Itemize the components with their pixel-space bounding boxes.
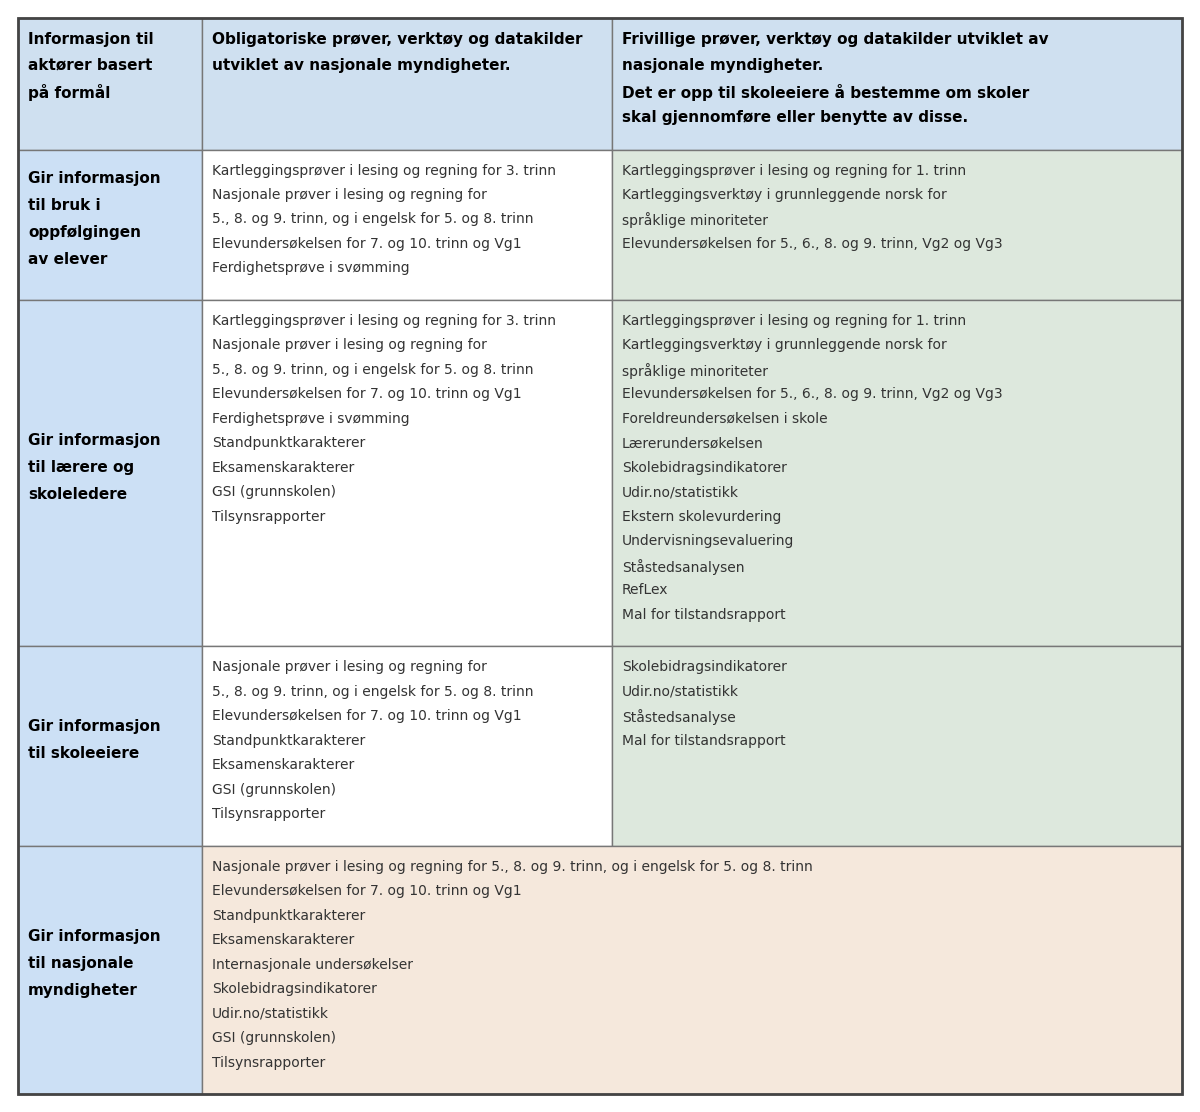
Text: Elevundersøkelsen for 7. og 10. trinn og Vg1: Elevundersøkelsen for 7. og 10. trinn og… (212, 237, 522, 251)
Text: 5., 8. og 9. trinn, og i engelsk for 5. og 8. trinn: 5., 8. og 9. trinn, og i engelsk for 5. … (212, 212, 534, 227)
Text: Nasjonale prøver i lesing og regning for: Nasjonale prøver i lesing og regning for (212, 338, 487, 353)
Text: skal gjennomføre eller benytte av disse.: skal gjennomføre eller benytte av disse. (622, 110, 967, 125)
Text: nasjonale myndigheter.: nasjonale myndigheter. (622, 58, 823, 73)
Text: Ekstern skolevurdering: Ekstern skolevurdering (622, 509, 781, 524)
Text: til skoleeiere: til skoleeiere (28, 746, 139, 761)
Bar (612, 18, 1182, 149)
Text: 5., 8. og 9. trinn, og i engelsk for 5. og 8. trinn: 5., 8. og 9. trinn, og i engelsk for 5. … (212, 363, 534, 377)
Text: Ferdighetsprøve i svømming: Ferdighetsprøve i svømming (212, 261, 409, 276)
Text: Eksamenskarakterer: Eksamenskarakterer (212, 758, 355, 772)
Text: Elevundersøkelsen for 5., 6., 8. og 9. trinn, Vg2 og Vg3: Elevundersøkelsen for 5., 6., 8. og 9. t… (622, 387, 1002, 401)
Text: Frivillige prøver, verktøy og datakilder utviklet av: Frivillige prøver, verktøy og datakilder… (622, 32, 1049, 47)
Bar (202, 845, 1182, 1094)
Text: RefLex: RefLex (622, 584, 668, 597)
Text: Kartleggingsprøver i lesing og regning for 1. trinn: Kartleggingsprøver i lesing og regning f… (622, 163, 966, 178)
Text: oppfølgingen: oppfølgingen (28, 225, 142, 240)
Text: Udir.no/statistikk: Udir.no/statistikk (212, 1006, 329, 1021)
Text: Skolebidragsindikatorer: Skolebidragsindikatorer (212, 982, 377, 996)
Bar (202, 18, 612, 149)
Text: Informasjon til: Informasjon til (28, 32, 154, 47)
Text: Ståstedsanalyse: Ståstedsanalyse (622, 709, 736, 725)
Text: Tilsynsrapporter: Tilsynsrapporter (212, 509, 325, 524)
Text: Eksamenskarakterer: Eksamenskarakterer (212, 933, 355, 947)
Text: Skolebidragsindikatorer: Skolebidragsindikatorer (622, 661, 786, 674)
Text: Gir informasjon: Gir informasjon (28, 433, 161, 448)
Text: Nasjonale prøver i lesing og regning for 5., 8. og 9. trinn, og i engelsk for 5.: Nasjonale prøver i lesing og regning for… (212, 860, 812, 874)
Text: på formål: på formål (28, 83, 110, 101)
Text: Det er opp til skoleeiere å bestemme om skoler: Det er opp til skoleeiere å bestemme om … (622, 83, 1028, 101)
Bar (18, 149, 202, 300)
Text: Gir informasjon: Gir informasjon (28, 930, 161, 944)
Text: Undervisningsevaluering: Undervisningsevaluering (622, 534, 794, 548)
Text: Elevundersøkelsen for 7. og 10. trinn og Vg1: Elevundersøkelsen for 7. og 10. trinn og… (212, 709, 522, 723)
Text: Nasjonale prøver i lesing og regning for: Nasjonale prøver i lesing og regning for (212, 661, 487, 674)
Bar (18, 18, 202, 149)
Text: av elever: av elever (28, 251, 107, 267)
Bar (612, 149, 1182, 300)
Text: myndigheter: myndigheter (28, 983, 138, 999)
Bar (202, 300, 612, 646)
Text: Udir.no/statistikk: Udir.no/statistikk (622, 685, 739, 698)
Bar (202, 646, 612, 845)
Text: Ferdighetsprøve i svømming: Ferdighetsprøve i svømming (212, 411, 409, 426)
Text: aktører basert: aktører basert (28, 58, 152, 73)
Text: Elevundersøkelsen for 5., 6., 8. og 9. trinn, Vg2 og Vg3: Elevundersøkelsen for 5., 6., 8. og 9. t… (622, 237, 1002, 251)
Text: Tilsynsrapporter: Tilsynsrapporter (212, 807, 325, 821)
Text: Udir.no/statistikk: Udir.no/statistikk (622, 485, 739, 499)
Text: skoleledere: skoleledere (28, 487, 127, 502)
Bar (202, 149, 612, 300)
Text: Standpunktkarakterer: Standpunktkarakterer (212, 734, 365, 747)
Text: Elevundersøkelsen for 7. og 10. trinn og Vg1: Elevundersøkelsen for 7. og 10. trinn og… (212, 387, 522, 401)
Text: Gir informasjon: Gir informasjon (28, 719, 161, 734)
Text: til bruk i: til bruk i (28, 198, 101, 212)
Text: GSI (grunnskolen): GSI (grunnskolen) (212, 485, 336, 499)
Text: Kartleggingsprøver i lesing og regning for 1. trinn: Kartleggingsprøver i lesing og regning f… (622, 314, 966, 328)
Text: Tilsynsrapporter: Tilsynsrapporter (212, 1055, 325, 1070)
Text: Kartleggingsprøver i lesing og regning for 3. trinn: Kartleggingsprøver i lesing og regning f… (212, 314, 556, 328)
Text: GSI (grunnskolen): GSI (grunnskolen) (212, 1031, 336, 1045)
Text: Kartleggingsverktøy i grunnleggende norsk for: Kartleggingsverktøy i grunnleggende nors… (622, 338, 947, 353)
Text: Standpunktkarakterer: Standpunktkarakterer (212, 436, 365, 450)
Bar (18, 845, 202, 1094)
Bar (18, 646, 202, 845)
Text: Elevundersøkelsen for 7. og 10. trinn og Vg1: Elevundersøkelsen for 7. og 10. trinn og… (212, 884, 522, 898)
Bar (612, 646, 1182, 845)
Text: Foreldreundersøkelsen i skole: Foreldreundersøkelsen i skole (622, 411, 827, 426)
Text: Mal for tilstandsrapport: Mal for tilstandsrapport (622, 734, 785, 747)
Text: Internasjonale undersøkelser: Internasjonale undersøkelser (212, 957, 413, 972)
Text: Obligatoriske prøver, verktøy og datakilder: Obligatoriske prøver, verktøy og datakil… (212, 32, 582, 47)
Text: til nasjonale: til nasjonale (28, 956, 133, 972)
Text: GSI (grunnskolen): GSI (grunnskolen) (212, 783, 336, 796)
Text: Nasjonale prøver i lesing og regning for: Nasjonale prøver i lesing og regning for (212, 188, 487, 202)
Text: Lærerundersøkelsen: Lærerundersøkelsen (622, 436, 763, 450)
Bar (18, 300, 202, 646)
Text: Standpunktkarakterer: Standpunktkarakterer (212, 909, 365, 923)
Text: Gir informasjon: Gir informasjon (28, 171, 161, 186)
Text: Kartleggingsverktøy i grunnleggende norsk for: Kartleggingsverktøy i grunnleggende nors… (622, 188, 947, 202)
Text: språklige minoriteter: språklige minoriteter (622, 212, 768, 228)
Text: 5., 8. og 9. trinn, og i engelsk for 5. og 8. trinn: 5., 8. og 9. trinn, og i engelsk for 5. … (212, 685, 534, 698)
Text: Ståstedsanalysen: Ståstedsanalysen (622, 559, 744, 575)
Text: Kartleggingsprøver i lesing og regning for 3. trinn: Kartleggingsprøver i lesing og regning f… (212, 163, 556, 178)
Text: utviklet av nasjonale myndigheter.: utviklet av nasjonale myndigheter. (212, 58, 510, 73)
Text: Skolebidragsindikatorer: Skolebidragsindikatorer (622, 460, 786, 475)
Text: språklige minoriteter: språklige minoriteter (622, 363, 768, 379)
Text: Mal for tilstandsrapport: Mal for tilstandsrapport (622, 608, 785, 622)
Bar (612, 300, 1182, 646)
Text: Eksamenskarakterer: Eksamenskarakterer (212, 460, 355, 475)
Text: til lærere og: til lærere og (28, 459, 134, 475)
